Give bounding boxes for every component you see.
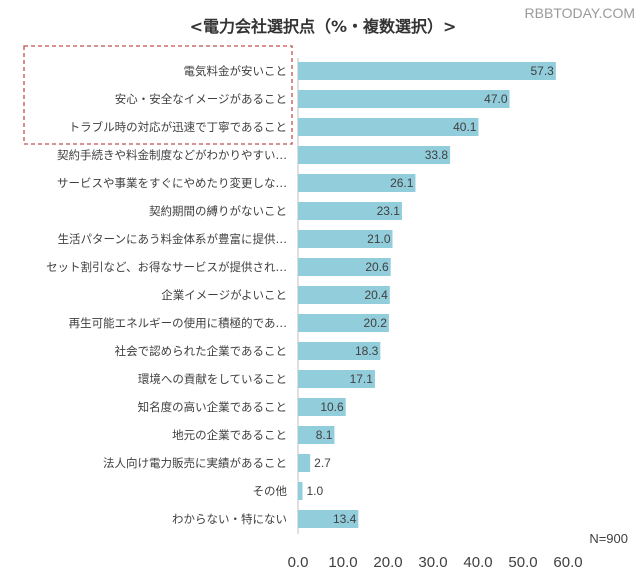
category-labels: 電気料金が安いこと安心・安全なイメージがあることトラブル時の対応が迅速で丁寧であ… xyxy=(46,64,287,526)
x-tick-label: 30.0 xyxy=(418,554,447,571)
bar xyxy=(298,510,359,528)
bar xyxy=(298,286,390,304)
bar xyxy=(298,482,303,500)
category-label: 知名度の高い企業であること xyxy=(138,400,287,414)
value-label: 18.3 xyxy=(355,344,379,358)
category-label: サービスや事業をすぐにやめたり変更しな… xyxy=(57,176,287,190)
x-tick-label: 0.0 xyxy=(288,554,309,571)
category-label: 法人向け電力販売に実績があること xyxy=(103,456,287,470)
value-label: 20.2 xyxy=(364,316,388,330)
bar xyxy=(298,146,451,164)
sample-size-note: N=900 xyxy=(589,531,628,546)
bars xyxy=(298,62,556,528)
bar xyxy=(298,370,375,388)
category-label: 環境への貢献をしていること xyxy=(138,372,287,386)
value-label: 21.0 xyxy=(367,232,391,246)
value-label: 10.6 xyxy=(320,400,344,414)
category-label: トラブル時の対応が迅速で丁寧であること xyxy=(69,120,287,134)
category-label: 企業イメージがよいこと xyxy=(161,288,287,302)
value-label: 17.1 xyxy=(350,372,374,386)
x-tick-label: 20.0 xyxy=(373,554,402,571)
value-label: 20.6 xyxy=(365,260,389,274)
bar xyxy=(298,230,393,248)
bar xyxy=(298,62,556,80)
value-label: 20.4 xyxy=(364,288,388,302)
chart-title: <電力会社選択点（%・複数選択）> xyxy=(190,17,457,36)
value-labels: 57.3 47.0 40.1 33.8 26.1 23.1 21.0 20.6 20.4 20.2… xyxy=(307,64,555,526)
bar xyxy=(298,314,389,332)
category-label: 契約手続きや料金制度などがわかりやすい… xyxy=(57,148,287,162)
value-label: 23.1 xyxy=(377,204,401,218)
value-label: 26.1 xyxy=(390,176,414,190)
bar xyxy=(298,258,391,276)
bar xyxy=(298,90,510,108)
category-label: わからない・特にない xyxy=(172,512,287,526)
bar xyxy=(298,202,402,220)
bar xyxy=(298,426,335,444)
category-label: 社会で認められた企業であること xyxy=(115,344,287,358)
category-label: 地元の企業であること xyxy=(172,428,287,442)
category-label: その他 xyxy=(253,484,288,498)
category-label: 安心・安全なイメージがあること xyxy=(115,92,287,106)
category-label: 生活パターンにあう料金体系が豊富に提供… xyxy=(58,232,287,246)
x-tick-label: 10.0 xyxy=(328,554,357,571)
watermark: RBBTODAY.COM xyxy=(525,5,635,21)
bar xyxy=(298,342,381,360)
bar xyxy=(298,398,346,416)
value-label: 13.4 xyxy=(333,512,357,526)
category-label: セット割引など、お得なサービスが提供され… xyxy=(46,260,287,274)
value-label: 2.7 xyxy=(314,456,331,470)
value-label: 1.0 xyxy=(307,484,324,498)
value-label: 33.8 xyxy=(425,148,449,162)
x-tick-label: 50.0 xyxy=(508,554,537,571)
value-label: 47.0 xyxy=(484,92,508,106)
highlight-box xyxy=(23,45,293,145)
value-label: 8.1 xyxy=(316,428,333,442)
bar xyxy=(298,454,311,472)
category-label: 電気料金が安いこと xyxy=(184,64,288,78)
category-label: 契約期間の縛りがないこと xyxy=(149,204,287,218)
x-tick-label: 60.0 xyxy=(553,554,582,571)
value-label: 40.1 xyxy=(453,120,477,134)
x-tick-label: 40.0 xyxy=(463,554,492,571)
value-label: 57.3 xyxy=(530,64,554,78)
bar xyxy=(298,174,416,192)
x-tick-labels: 0.0 10.0 20.0 30.0 40.0 50.0 60.0 xyxy=(288,554,583,571)
category-label: 再生可能エネルギーの使用に積極的であ… xyxy=(69,316,287,330)
bar xyxy=(298,118,479,136)
